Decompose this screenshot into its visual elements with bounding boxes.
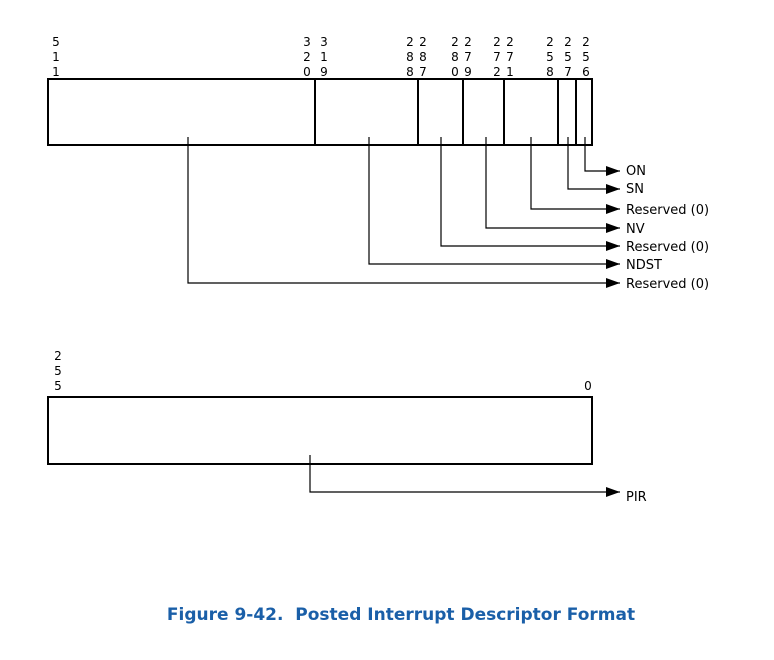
upper-leaders [187,137,620,288]
figure-caption: Figure 9-42. Posted Interrupt Descriptor… [167,605,635,625]
field-label-nv: NV [626,222,645,237]
field-label-reserved-1: Reserved (0) [626,203,709,218]
leader-reserved-3 [187,137,620,288]
lower-bit-label-0: 0 [584,379,592,393]
upper-register-box [47,78,593,146]
leader-reserved-1 [530,137,620,214]
field-label-reserved-3: Reserved (0) [626,277,709,292]
leader-ndst [368,137,620,269]
upper-bit-labels: 5 1 1 3 2 0 3 1 9 2 8 8 2 8 7 2 8 0 2 7 9 2 7 2 2 7 1 2 5 8 2 5 7 2 5 6 [52,35,590,79]
field-label-sn: SN [626,182,644,197]
leader-on [584,137,620,176]
leader-pir [309,455,620,497]
lower-register-box [47,396,593,465]
field-label-ndst: NDST [626,258,662,273]
field-label-on: ON [626,164,646,179]
leader-nv [485,137,620,233]
leader-sn [567,137,620,194]
field-label-pir: PIR [626,490,647,505]
field-label-reserved-2: Reserved (0) [626,240,709,255]
leader-reserved-2 [440,137,620,251]
